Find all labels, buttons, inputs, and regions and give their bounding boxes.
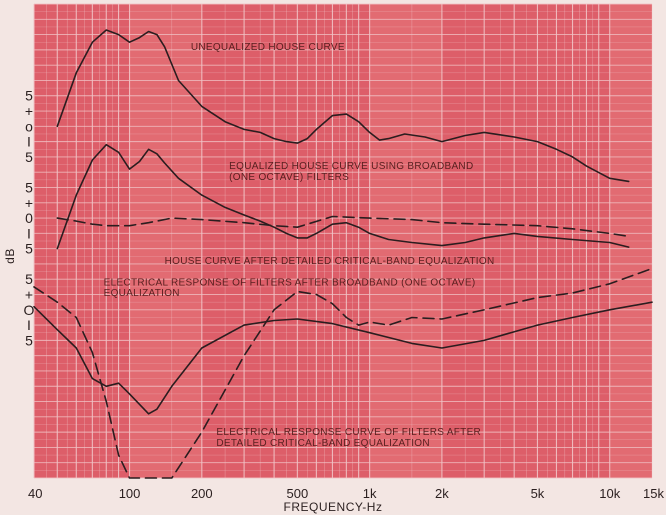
x-tick-label-2: 100 [119, 486, 141, 501]
x-tick-label-4: 500 [287, 486, 309, 501]
x-axis-title: FREQUENCY-Hz [284, 500, 383, 514]
x-tick-label-6: 2k [435, 486, 449, 501]
grid [33, 3, 653, 479]
y-tick-label-5: 5 [25, 149, 33, 165]
x-tick-label-8: 10k [599, 486, 620, 501]
series-line-1 [56, 29, 630, 183]
x-tick-label-5: 1k [363, 486, 377, 501]
x-tick-label-1: 40 [28, 486, 42, 501]
y-tick-label-12: + [25, 287, 33, 303]
y-tick-label-15: 5 [25, 332, 33, 348]
annotation-4: HOUSE CURVE AFTER DETAILED CRITICAL-BAND… [165, 256, 495, 267]
annotation-2: EQUALIZED HOUSE CURVE USING BROADBAND [229, 161, 473, 172]
y-tick-label-2: + [25, 103, 33, 119]
curves [33, 29, 653, 479]
annotation-3: (ONE OCTAVE) FILTERS [229, 172, 349, 183]
y-tick-label-1: 5 [25, 88, 33, 104]
annotation-5: ELECTRICAL RESPONSE OF FILTERS AFTER BRO… [104, 277, 476, 288]
annotation-6: EQUALIZATION [104, 288, 180, 299]
y-tick-label-8: 0 [25, 210, 33, 226]
annotations: UNEQUALIZED HOUSE CURVE EQUALIZED HOUSE C… [104, 42, 495, 449]
x-tick-label-3: 200 [191, 486, 213, 501]
x-tick-label-7: 5k [531, 486, 545, 501]
y-tick-label-4: I [27, 134, 31, 150]
y-tick-label-9: I [27, 225, 31, 241]
y-axis-title: dB [3, 248, 17, 264]
y-tick-label-6: 5 [25, 179, 33, 195]
x-tick-label-9: 15k [643, 486, 664, 501]
series-line-2 [56, 143, 630, 250]
annotation-1: UNEQUALIZED HOUSE CURVE [191, 42, 345, 53]
y-tick-label-13: O [24, 302, 35, 318]
series-line-5 [33, 267, 653, 479]
y-tick-label-3: o [25, 118, 33, 134]
annotation-8: DETAILED CRITICAL-BAND EQUALIZATION [216, 438, 430, 449]
annotation-7: ELECTRICAL RESPONSE CURVE OF FILTERS AFT… [216, 427, 481, 438]
y-tick-label-11: 5 [25, 271, 33, 287]
series-line-3 [56, 215, 630, 238]
y-tick-label-14: I [27, 317, 31, 333]
y-tick-label-10: 5 [25, 241, 33, 257]
x-tick-labels: 40 100 200 500 1k 2k 5k 10k 15k [28, 486, 664, 501]
y-tick-label-7: + [25, 195, 33, 211]
